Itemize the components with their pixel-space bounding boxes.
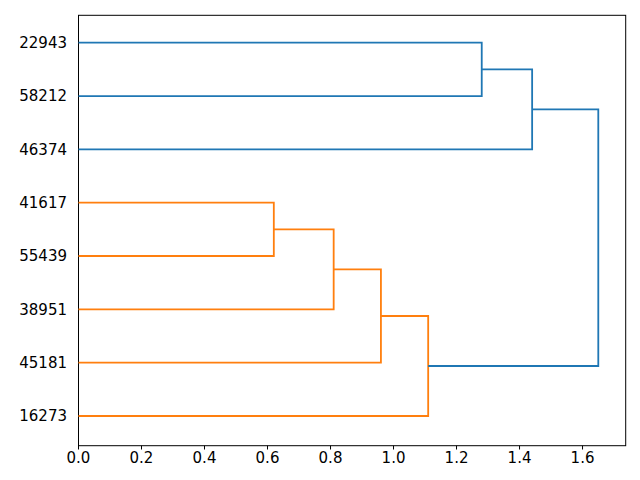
leaf-label: 16273	[19, 407, 67, 425]
leaf-label: 22943	[19, 34, 67, 52]
leaf-label: 38951	[19, 301, 67, 319]
leaf-label: 41617	[19, 194, 67, 212]
figure-background	[0, 0, 640, 480]
x-tick-label: 0.0	[67, 449, 91, 467]
leaf-label: 46374	[19, 141, 67, 159]
leaf-label: 45181	[19, 354, 67, 372]
x-tick-label: 1.4	[508, 449, 532, 467]
leaf-label: 58212	[19, 87, 67, 105]
x-tick-label: 0.8	[319, 449, 343, 467]
dendrogram-figure: 0.0 0.2 0.4 0.6 0.8 1.0 1.2 1.4 1.6 22943 58212 463…	[0, 0, 640, 480]
x-tick-label: 1.0	[382, 449, 406, 467]
x-tick-label: 1.6	[571, 449, 595, 467]
x-tick-label: 1.2	[445, 449, 469, 467]
x-tick-label: 0.6	[256, 449, 280, 467]
x-tick-label: 0.2	[130, 449, 154, 467]
dendrogram-plot: 0.0 0.2 0.4 0.6 0.8 1.0 1.2 1.4 1.6 22943 58212 463…	[0, 0, 640, 480]
x-tick-label: 0.4	[193, 449, 217, 467]
leaf-label: 55439	[19, 247, 67, 265]
